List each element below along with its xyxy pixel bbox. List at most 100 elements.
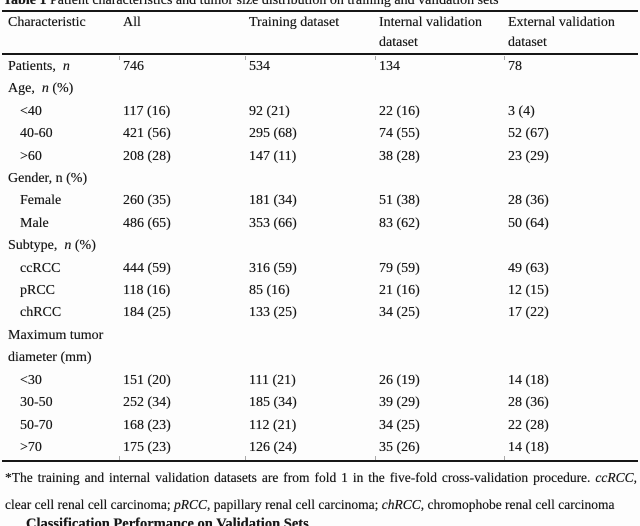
- table-bottom-rule: [2, 460, 638, 463]
- table-cell: 181 (34): [249, 193, 297, 209]
- row-label: >70: [20, 439, 42, 455]
- row-label: <40: [20, 103, 42, 119]
- row-label: Age, n (%): [8, 81, 74, 97]
- table-row: >70 175 (23) 126 (24) 35 (26) 14 (18): [8, 437, 638, 459]
- table-cell: [508, 325, 638, 370]
- table-cell: [508, 235, 638, 257]
- table-cell: 28 (36): [508, 395, 549, 411]
- table-cell: 208 (28): [123, 148, 171, 164]
- row-label: Male: [20, 215, 49, 231]
- table-body: Patients, n 746 534 134 78 Age, n (%) <40 117 (…: [8, 56, 638, 459]
- table-cell: 147 (11): [249, 148, 297, 164]
- table-top-rule: [2, 10, 638, 12]
- column-tick: [375, 55, 376, 60]
- table-cell: 444 (59): [123, 260, 171, 276]
- table-row: >60 208 (28) 147 (11) 38 (28) 23 (29): [8, 146, 638, 168]
- table-cell: 168 (23): [123, 417, 171, 433]
- table-cell: 118 (16): [123, 283, 171, 299]
- table-cell: 3 (4): [508, 103, 535, 119]
- table-cell: 92 (21): [249, 103, 290, 119]
- row-label: 50-70: [20, 417, 53, 433]
- table-cell: 22 (16): [379, 103, 420, 119]
- table-header-rule: [2, 53, 638, 56]
- table-cell: 28 (36): [508, 193, 549, 209]
- table-caption-number: Table 1: [3, 0, 47, 8]
- table-cell: 112 (21): [249, 417, 297, 433]
- table-row: Female 260 (35) 181 (34) 51 (38) 28 (36): [8, 190, 638, 212]
- table-cell: 421 (56): [123, 126, 171, 142]
- table-row: Male 486 (65) 353 (66) 83 (62) 50 (64): [8, 213, 638, 235]
- table-cell: [379, 78, 508, 100]
- table-cell: 49 (63): [508, 260, 549, 276]
- column-tick: [504, 55, 505, 60]
- footnote-text: *The training and internal validation da…: [5, 470, 596, 485]
- footnote-abbr-chrcc: chRCC: [381, 496, 421, 512]
- row-label: 40-60: [20, 126, 53, 142]
- table-cell: 34 (25): [379, 305, 420, 321]
- row-label: ccRCC: [20, 260, 61, 276]
- table-row: chRCC 184 (25) 133 (25) 34 (25) 17 (22): [8, 302, 638, 324]
- footnote-text: , clear cell renal cell carcinoma;: [5, 470, 637, 512]
- table-cell: [508, 168, 638, 190]
- table-cell: [249, 78, 379, 100]
- table-cell: 79 (59): [379, 260, 420, 276]
- header-training-dataset: Training dataset: [249, 15, 340, 30]
- table-cell: 295 (68): [249, 126, 297, 142]
- table-row: <30 151 (20) 111 (21) 26 (19) 14 (18): [8, 370, 638, 392]
- table-cell: 746: [123, 59, 144, 74]
- table-cell: 534: [249, 59, 270, 74]
- table-cell: 316 (59): [249, 260, 297, 276]
- table-cell: 486 (65): [123, 215, 171, 231]
- table-cell: 151 (20): [123, 372, 171, 388]
- table-caption: Table 1 Patient characteristics and tumo…: [3, 0, 640, 9]
- table-cell: [123, 78, 249, 100]
- table-cell: 117 (16): [123, 103, 171, 119]
- column-tick: [245, 55, 246, 60]
- footnote-abbr-prcc: pRCC: [174, 496, 208, 512]
- table-cell: 260 (35): [123, 193, 171, 209]
- header-internal-validation-dataset: Internal validation dataset: [379, 15, 483, 50]
- table-caption-text: Patient characteristics and tumor size d…: [46, 0, 499, 8]
- header-characteristic: Characteristic: [8, 15, 86, 30]
- table-cell: 185 (34): [249, 395, 297, 411]
- table-row: Age, n (%): [8, 78, 638, 100]
- table-row: 40-60 421 (56) 295 (68) 74 (55) 52 (67): [8, 123, 638, 145]
- column-tick: [504, 456, 505, 460]
- footnote-abbr-ccrcc: ccRCC: [595, 470, 634, 485]
- row-label: <30: [20, 372, 42, 388]
- row-label: Patients, n: [8, 59, 70, 74]
- table-cell: [123, 325, 249, 370]
- column-tick: [119, 55, 120, 60]
- table-cell: [123, 235, 249, 257]
- table-cell: 134: [379, 59, 400, 74]
- table-cell: 78: [508, 59, 522, 74]
- table-row: <40 117 (16) 92 (21) 22 (16) 3 (4): [8, 101, 638, 123]
- column-tick: [375, 456, 376, 460]
- table-cell: 35 (26): [379, 439, 420, 455]
- row-label: Subtype, n (%): [8, 238, 96, 254]
- table-cell: 17 (22): [508, 305, 549, 321]
- table-cell: [379, 235, 508, 257]
- row-label: >60: [20, 148, 42, 164]
- table-row: pRCC 118 (16) 85 (16) 21 (16) 12 (15): [8, 280, 638, 302]
- row-label: Maximum tumor diameter (mm): [8, 327, 104, 366]
- column-tick: [119, 456, 120, 460]
- row-label: Female: [20, 193, 62, 209]
- table-row: Maximum tumor diameter (mm): [8, 325, 638, 370]
- table-cell: 39 (29): [379, 395, 420, 411]
- table-cell: 38 (28): [379, 148, 420, 164]
- header-all: All: [123, 15, 141, 30]
- table-row: Gender, n (%): [8, 168, 638, 190]
- table-cell: 26 (19): [379, 372, 420, 388]
- row-label: Gender, n (%): [8, 171, 88, 187]
- table-cell: 22 (28): [508, 417, 549, 433]
- table-cell: 21 (16): [379, 283, 420, 299]
- table-header-row: Characteristic All Training dataset Inte…: [8, 13, 638, 53]
- table-cell: 184 (25): [123, 305, 171, 321]
- table-cell: [508, 78, 638, 100]
- table-cell: [379, 325, 508, 370]
- table-cell: 85 (16): [249, 283, 290, 299]
- table-cell: 23 (29): [508, 148, 549, 164]
- table-footnote: *The training and internal validation da…: [5, 465, 637, 519]
- table-row: ccRCC 444 (59) 316 (59) 79 (59) 49 (63): [8, 258, 638, 280]
